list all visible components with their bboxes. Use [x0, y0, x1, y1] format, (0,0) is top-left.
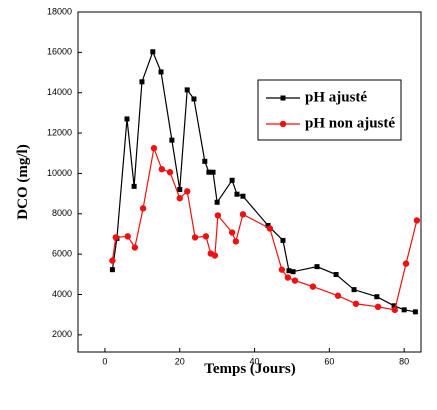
x-tick-label: 40 [250, 356, 260, 366]
data-point [412, 309, 418, 315]
data-point [214, 199, 220, 205]
data-point [351, 287, 357, 293]
data-point [139, 205, 147, 212]
data-point [413, 217, 421, 224]
x-axis-label: Temps (Jours) [204, 361, 296, 377]
legend-box [257, 79, 402, 141]
y-tick-label: 4000 [52, 289, 72, 299]
data-point [139, 79, 145, 85]
data-point [177, 187, 183, 193]
data-point [109, 257, 116, 264]
data-point [176, 195, 183, 202]
data-point [280, 237, 286, 243]
data-point [240, 193, 246, 199]
data-point [284, 274, 292, 281]
data-point [391, 303, 397, 309]
data-point [131, 183, 137, 189]
data-point [210, 169, 216, 175]
data-point [229, 177, 235, 183]
x-tick-label: 0 [102, 356, 107, 366]
x-tick-label: 80 [399, 356, 409, 366]
x-tick-label: 60 [324, 356, 334, 366]
y-tick-label: 14000 [47, 87, 72, 97]
data-point [112, 234, 119, 241]
data-point [184, 87, 190, 93]
y-tick-label: 18000 [47, 6, 72, 16]
data-point [265, 222, 271, 228]
y-tick-label: 6000 [52, 249, 72, 259]
legend-marker [280, 95, 286, 101]
data-point [158, 165, 165, 173]
data-point [228, 229, 236, 236]
data-point [314, 264, 320, 270]
data-point [169, 137, 175, 143]
x-tick-label: 20 [175, 356, 185, 366]
data-point [214, 212, 222, 219]
data-point [166, 169, 174, 176]
data-point [401, 307, 407, 313]
data-point [309, 283, 317, 290]
data-point [150, 49, 156, 55]
data-point [266, 225, 274, 232]
data-point [278, 266, 286, 273]
data-point [184, 188, 191, 195]
y-tick-label: 8000 [52, 208, 72, 218]
data-point [191, 96, 197, 102]
data-point [290, 269, 296, 275]
y-tick-label: 12000 [47, 127, 72, 137]
data-point [150, 145, 158, 152]
data-point [291, 277, 299, 284]
data-point [202, 158, 208, 164]
data-point [374, 303, 382, 311]
data-point [131, 244, 139, 251]
data-point [202, 233, 210, 240]
legend-marker [279, 120, 287, 128]
data-point [334, 292, 342, 299]
data-point [211, 252, 219, 259]
y-axis-label: DCO (mg/l) [15, 144, 31, 219]
data-point [234, 191, 240, 197]
plot-frame [77, 11, 422, 353]
series-line [111, 145, 418, 311]
y-tick-label: 10000 [47, 168, 72, 178]
data-point [352, 300, 360, 307]
data-point [206, 169, 212, 175]
data-point [124, 233, 131, 240]
data-point [402, 260, 410, 267]
data-point [232, 238, 240, 245]
data-point [286, 268, 292, 274]
data-point [374, 294, 380, 300]
data-point [124, 116, 130, 122]
data-point [239, 211, 247, 218]
data-point [109, 267, 115, 273]
data-point [158, 69, 164, 75]
legend-label: pH ajusté [305, 89, 367, 105]
legend-label: pH non ajusté [305, 115, 395, 131]
data-point [191, 234, 199, 241]
data-point [391, 306, 399, 314]
data-point [333, 272, 339, 278]
y-tick-label: 2000 [52, 329, 72, 339]
y-tick-label: 16000 [47, 47, 72, 57]
